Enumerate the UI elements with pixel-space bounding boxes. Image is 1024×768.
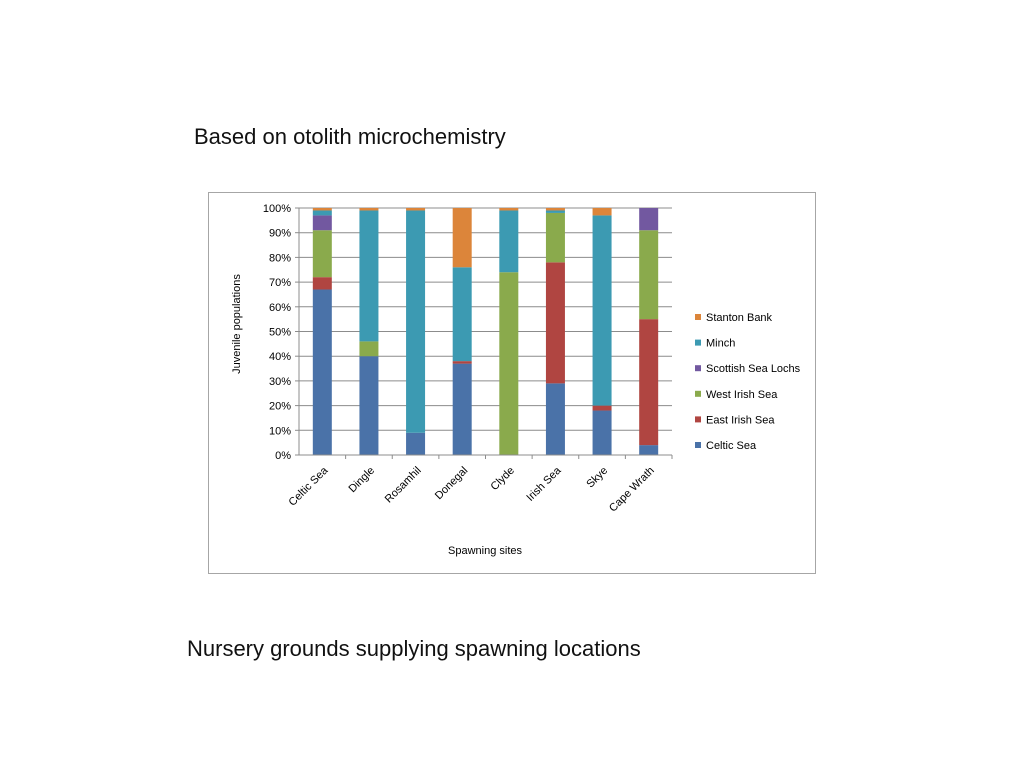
legend-label: Celtic Sea bbox=[706, 440, 757, 452]
bar-segment bbox=[545, 383, 565, 455]
bar-segment bbox=[312, 277, 332, 290]
y-tick-label: 70% bbox=[269, 277, 291, 289]
legend-swatch bbox=[695, 416, 701, 423]
bar-segment bbox=[312, 289, 332, 455]
bar-segment bbox=[639, 230, 659, 320]
legend-label: Minch bbox=[706, 338, 735, 350]
bar-segment bbox=[452, 267, 472, 362]
bar-segment bbox=[452, 363, 472, 455]
bar-segment bbox=[499, 208, 519, 211]
y-tick-label: 100% bbox=[263, 203, 291, 215]
bar-segment bbox=[312, 208, 332, 211]
y-tick-label: 30% bbox=[269, 376, 291, 388]
x-tick-label: Skye bbox=[584, 465, 610, 491]
bar-segment bbox=[406, 210, 426, 433]
bars bbox=[312, 208, 659, 455]
bar-segment bbox=[312, 210, 332, 216]
bar-segment bbox=[545, 208, 565, 211]
x-tick-label: Celtic Sea bbox=[286, 464, 331, 509]
x-tick-label: Donegal bbox=[433, 465, 470, 502]
y-axis-label: Juvenile populations bbox=[231, 274, 243, 374]
legend-swatch bbox=[695, 339, 701, 346]
y-tick-label: 20% bbox=[269, 401, 291, 413]
bar-segment bbox=[545, 210, 565, 213]
bar-segment bbox=[359, 341, 379, 357]
y-tick-label: 40% bbox=[269, 351, 291, 363]
bar-segment bbox=[639, 208, 659, 231]
slide-title: Based on otolith microchemistry bbox=[194, 124, 506, 149]
legend-swatch bbox=[695, 365, 701, 372]
bar-segment bbox=[499, 272, 519, 455]
legend: Stanton Bank Minch Scottish Sea Lochs West … bbox=[695, 312, 801, 452]
legend-swatch bbox=[695, 390, 701, 397]
slide-caption: Nursery grounds supplying spawning locat… bbox=[187, 636, 641, 661]
stacked-bar-chart: 0% 10% 20% 30% 40% 50% 60% 70% 80% 90% 100% Celtic… bbox=[231, 203, 801, 557]
legend-label: Stanton Bank bbox=[706, 312, 773, 324]
bar-segment bbox=[359, 356, 379, 455]
x-tick-label: Dingle bbox=[347, 465, 378, 496]
y-tick-label: 60% bbox=[269, 302, 291, 314]
y-tick-label: 10% bbox=[269, 425, 291, 437]
legend-label: East Irish Sea bbox=[706, 414, 775, 426]
legend-label: Scottish Sea Lochs bbox=[706, 363, 801, 375]
x-tick-label: Clyde bbox=[489, 465, 517, 493]
x-tick-labels: Celtic Sea Dingle Rosamhil Donegal Clyde Iris… bbox=[286, 455, 673, 515]
bar-segment bbox=[592, 208, 612, 216]
bar-segment bbox=[639, 319, 659, 446]
bar-segment bbox=[406, 208, 426, 211]
y-tick-label: 90% bbox=[269, 228, 291, 240]
x-tick-label: Irish Sea bbox=[524, 464, 564, 504]
grid-lines bbox=[295, 207, 672, 456]
x-tick-label: Cape Wrath bbox=[607, 465, 657, 515]
y-tick-label: 0% bbox=[275, 450, 291, 462]
bar-segment bbox=[359, 208, 379, 211]
y-tick-labels: 0% 10% 20% 30% 40% 50% 60% 70% 80% 90% 100% bbox=[263, 203, 291, 462]
bar-segment bbox=[499, 210, 519, 273]
bar-segment bbox=[592, 405, 612, 411]
bar-segment bbox=[359, 210, 379, 342]
bar-segment bbox=[452, 361, 472, 364]
x-tick-label: Rosamhil bbox=[383, 465, 424, 506]
chart-frame: 0% 10% 20% 30% 40% 50% 60% 70% 80% 90% 100% Celtic… bbox=[208, 192, 816, 574]
legend-label: West Irish Sea bbox=[706, 389, 778, 401]
legend-swatch bbox=[695, 314, 701, 320]
bar-segment bbox=[545, 262, 565, 384]
y-tick-label: 80% bbox=[269, 252, 291, 264]
bar-segment bbox=[312, 230, 332, 278]
bar-segment bbox=[639, 445, 659, 455]
bar-segment bbox=[406, 432, 426, 455]
x-axis-label: Spawning sites bbox=[448, 545, 522, 557]
y-tick-label: 50% bbox=[269, 327, 291, 339]
bar-segment bbox=[592, 215, 612, 406]
bar-segment bbox=[452, 208, 472, 268]
legend-swatch bbox=[695, 442, 701, 448]
bar-segment bbox=[312, 215, 332, 231]
bar-segment bbox=[545, 212, 565, 263]
bar-segment bbox=[592, 410, 612, 455]
